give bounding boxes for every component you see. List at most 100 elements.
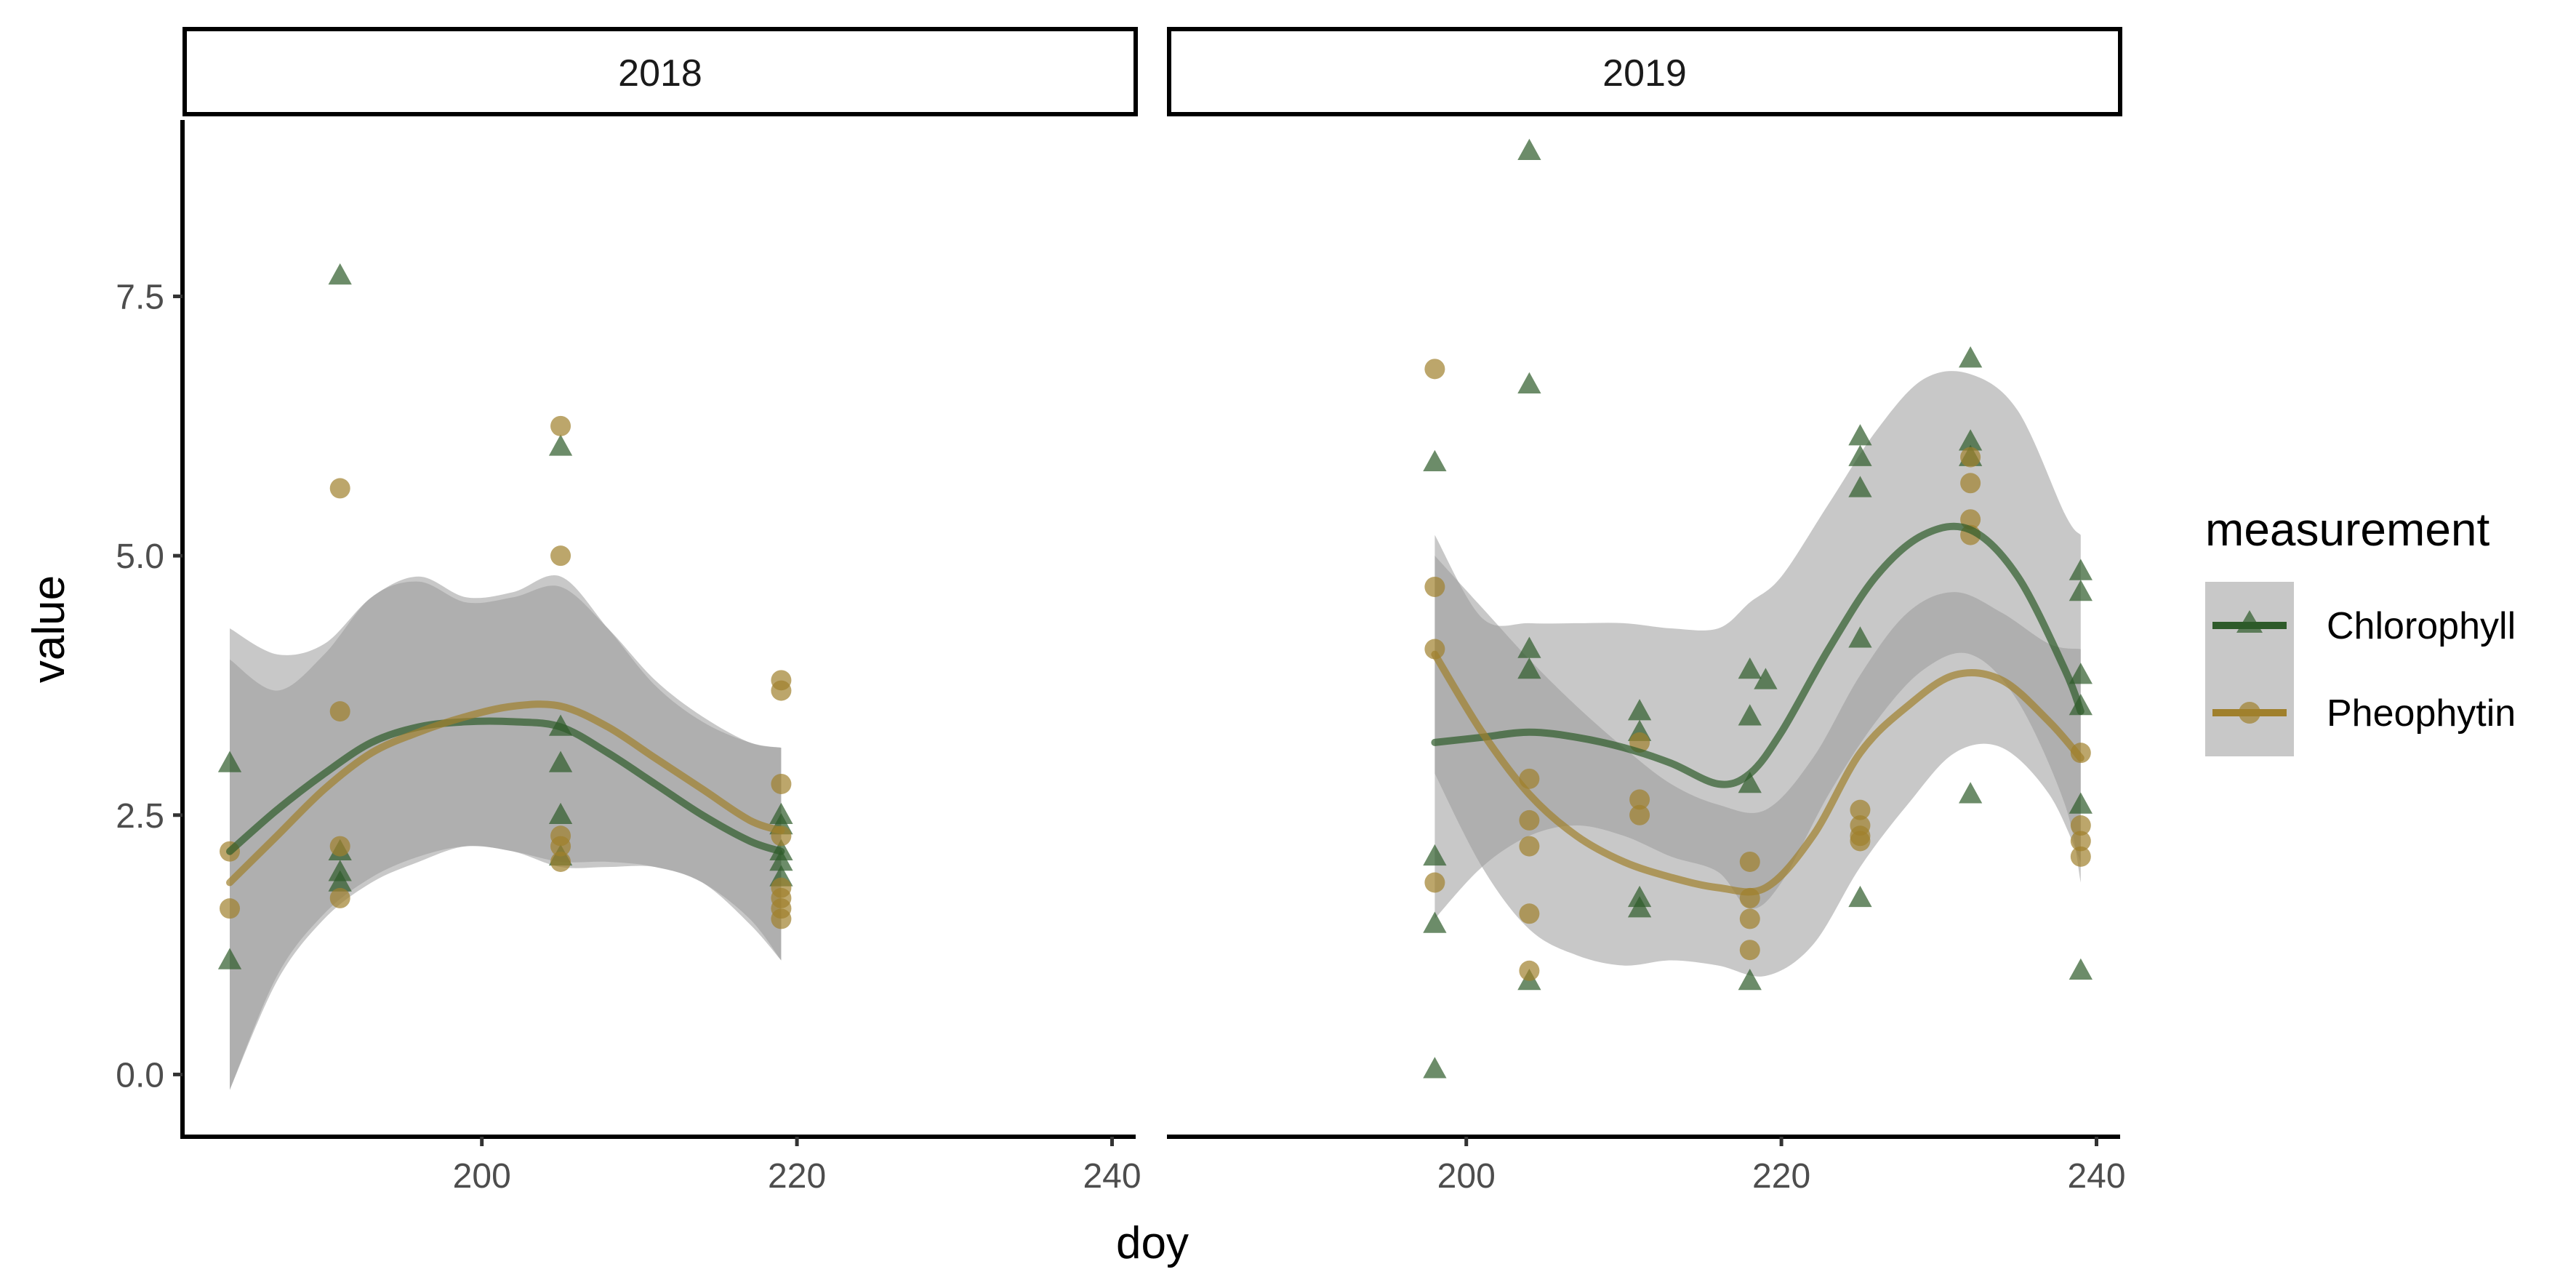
data-point-chlorophyll	[1738, 704, 1762, 726]
legend-key-pheophytin	[2205, 669, 2294, 756]
x-tick-label: 240	[1083, 1157, 1141, 1196]
data-point-pheophytin	[771, 908, 792, 929]
data-point-chlorophyll	[548, 434, 573, 456]
y-axis-title: value	[24, 575, 74, 683]
data-point-chlorophyll	[1958, 782, 1983, 804]
plot-area-2018	[217, 263, 793, 1090]
data-point-pheophytin	[550, 851, 571, 872]
y-tick-label: 0.0	[116, 1056, 164, 1095]
y-tick-label: 5.0	[116, 537, 164, 576]
data-point-chlorophyll	[548, 751, 573, 772]
data-point-chlorophyll	[1958, 346, 1983, 368]
data-point-chlorophyll	[2069, 663, 2093, 684]
data-point-pheophytin	[771, 773, 792, 794]
strip-label-2018: 2018	[618, 52, 702, 95]
data-point-pheophytin	[1739, 940, 1760, 961]
data-point-chlorophyll	[1517, 372, 1541, 394]
data-point-chlorophyll	[1423, 844, 1447, 866]
data-point-pheophytin	[1424, 359, 1445, 380]
legend-circle-icon	[2239, 702, 2260, 724]
x-tick-label: 200	[453, 1157, 511, 1196]
smooth-line-chlorophyll	[226, 717, 785, 855]
legend-label-pheophytin: Pheophytin	[2327, 692, 2516, 735]
data-point-pheophytin	[1424, 872, 1445, 893]
x-tick-label: 240	[2067, 1157, 2125, 1196]
data-point-pheophytin	[1519, 836, 1540, 857]
data-point-pheophytin	[771, 680, 792, 701]
data-point-pheophytin	[329, 836, 350, 857]
legend-title: measurement	[2205, 503, 2490, 556]
data-point-chlorophyll	[1738, 969, 1762, 991]
data-point-pheophytin	[1850, 799, 1871, 820]
data-point-pheophytin	[550, 415, 571, 436]
data-point-chlorophyll	[1627, 699, 1652, 721]
data-point-pheophytin	[329, 701, 350, 722]
data-point-pheophytin	[2070, 846, 2091, 867]
data-point-pheophytin	[1629, 804, 1650, 825]
smooth-line-pheophytin	[226, 700, 785, 887]
data-point-pheophytin	[1739, 851, 1760, 872]
data-point-chlorophyll	[1423, 1057, 1447, 1079]
x-axis-ticks-2019: 200 220 240	[1437, 1137, 2126, 1196]
data-point-pheophytin	[329, 887, 350, 908]
data-point-pheophytin	[2070, 815, 2091, 836]
data-point-chlorophyll	[1517, 138, 1541, 161]
legend-label-chlorophyll: Chlorophyll	[2327, 605, 2516, 647]
strip-label-2019: 2019	[1602, 52, 1687, 95]
smooth-line-pheophytin	[1431, 650, 2085, 896]
data-point-chlorophyll	[1738, 657, 1762, 679]
legend-triangle-icon	[2236, 610, 2263, 633]
data-point-pheophytin	[1424, 576, 1445, 597]
data-point-pheophytin	[1960, 473, 1981, 494]
panel-2018: 2018 0.0 2.5 5.0 7.5 200 220 240	[116, 27, 1141, 1196]
smooth-line-chlorophyll	[1431, 522, 2085, 788]
y-tick-label: 7.5	[116, 279, 164, 317]
x-tick-label: 220	[1752, 1157, 1810, 1196]
data-point-chlorophyll	[217, 948, 242, 969]
legend-key-chlorophyll	[2205, 582, 2294, 669]
data-point-chlorophyll	[1754, 668, 1778, 689]
data-point-chlorophyll	[1627, 896, 1652, 918]
x-axis-ticks-2018: 200 220 240	[453, 1137, 1141, 1196]
data-point-chlorophyll	[328, 263, 352, 285]
data-point-pheophytin	[329, 478, 350, 499]
panel-2019: 2019 200 220 240	[1167, 27, 2126, 1196]
data-point-chlorophyll	[1848, 626, 1872, 648]
data-point-chlorophyll	[1848, 885, 1872, 908]
data-point-pheophytin	[2070, 831, 2091, 852]
data-point-chlorophyll	[1848, 476, 1872, 497]
data-point-pheophytin	[1960, 447, 1981, 468]
data-point-pheophytin	[1850, 831, 1871, 852]
data-point-chlorophyll	[328, 870, 352, 892]
strip-2019	[1167, 27, 2122, 116]
data-point-pheophytin	[1519, 960, 1540, 981]
data-point-pheophytin	[1424, 639, 1445, 660]
data-point-chlorophyll	[548, 802, 573, 825]
data-point-chlorophyll	[769, 849, 793, 871]
data-point-chlorophyll	[2069, 559, 2093, 580]
data-point-chlorophyll	[1958, 429, 1983, 451]
x-axis-title: doy	[1116, 1218, 1189, 1268]
data-point-chlorophyll	[1517, 657, 1541, 679]
data-point-chlorophyll	[217, 751, 242, 772]
data-point-chlorophyll	[2069, 792, 2093, 814]
data-point-pheophytin	[550, 836, 571, 857]
data-point-pheophytin	[1519, 903, 1540, 924]
data-point-chlorophyll	[2069, 958, 2093, 980]
data-point-chlorophyll	[1848, 444, 1872, 466]
plot-area-2019	[1423, 138, 2093, 1079]
data-point-chlorophyll	[1423, 911, 1447, 933]
y-axis-ticks: 0.0 2.5 5.0 7.5	[116, 279, 182, 1095]
data-point-pheophytin	[1629, 789, 1650, 810]
y-tick-label: 2.5	[116, 797, 164, 836]
data-point-chlorophyll	[1848, 424, 1872, 446]
data-point-pheophytin	[1519, 809, 1540, 831]
data-point-chlorophyll	[1423, 449, 1447, 471]
data-point-pheophytin	[1739, 908, 1760, 929]
strip-2018	[182, 27, 1138, 116]
confidence-ribbon-pheophytin	[230, 581, 782, 1090]
data-point-chlorophyll	[1738, 771, 1762, 793]
data-point-chlorophyll	[2069, 580, 2093, 601]
data-point-pheophytin	[550, 545, 571, 567]
